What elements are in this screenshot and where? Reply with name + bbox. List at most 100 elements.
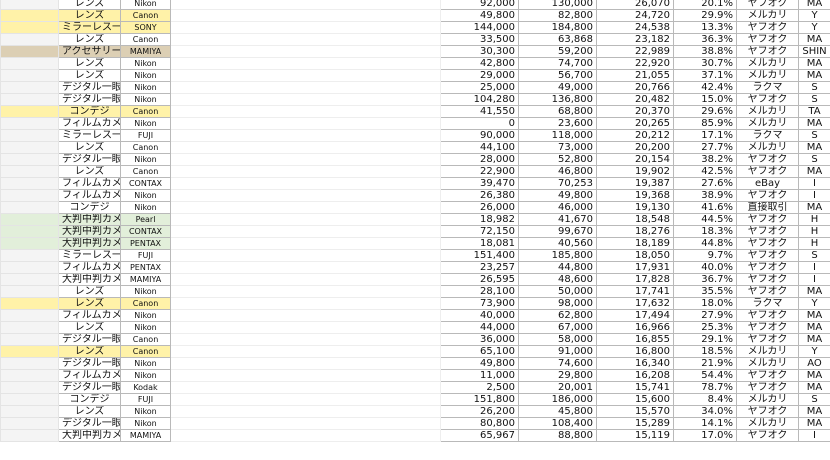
maker: CONTAX <box>120 225 171 238</box>
product-cell <box>170 201 441 214</box>
product-cell <box>170 309 441 322</box>
margin: 18.0% <box>673 297 737 310</box>
product-cell <box>170 417 441 430</box>
maker: Nikon <box>120 357 171 370</box>
category: デジタル一眼 <box>58 417 121 430</box>
product-cell <box>170 9 441 22</box>
staff: TA <box>798 105 830 118</box>
margin: 27.7% <box>673 141 737 154</box>
store-cell <box>0 9 59 22</box>
sheet-row: デジタル一眼 Nikon 28,000 52,800 20,154 38.2% ヤフオク S <box>0 153 830 166</box>
profit: 22,920 <box>596 57 674 70</box>
store-cell <box>0 213 59 226</box>
platform: ヤフオク <box>736 153 799 166</box>
product-cell <box>170 393 441 406</box>
profit: 17,494 <box>596 309 674 322</box>
maker: FUJI <box>120 249 171 262</box>
profit: 20,482 <box>596 93 674 106</box>
category: コンデジ <box>58 393 121 406</box>
sheet-body: レンズ Nikon 92,000 130,000 26,070 20.1% ヤフオク MA レン… <box>0 0 830 442</box>
category: レンズ <box>58 297 121 310</box>
staff: I <box>798 429 830 442</box>
margin: 37.1% <box>673 69 737 82</box>
staff: I <box>798 273 830 286</box>
sell-price: 136,800 <box>518 93 597 106</box>
buy-price: 80,800 <box>440 417 519 430</box>
profit: 17,828 <box>596 273 674 286</box>
buy-price: 92,000 <box>440 0 519 10</box>
product-cell <box>170 213 441 226</box>
store-cell <box>0 369 59 382</box>
buy-price: 40,000 <box>440 309 519 322</box>
product-cell <box>170 333 441 346</box>
buy-price: 26,595 <box>440 273 519 286</box>
profit: 18,189 <box>596 237 674 250</box>
sheet-row: デジタル一眼 Nikon 104,280 136,800 20,482 15.0% ヤフオク… <box>0 93 830 106</box>
buy-price: 144,000 <box>440 21 519 34</box>
platform: ラクマ <box>736 81 799 94</box>
product-cell <box>170 117 441 130</box>
store-cell <box>0 381 59 394</box>
store-cell <box>0 81 59 94</box>
product-cell <box>170 177 441 190</box>
store-cell <box>0 393 59 406</box>
store-cell <box>0 333 59 346</box>
staff: MA <box>798 0 830 10</box>
profit: 26,070 <box>596 0 674 10</box>
profit: 17,741 <box>596 285 674 298</box>
sheet-row: レンズ Nikon 92,000 130,000 26,070 20.1% ヤフオク MA <box>0 0 830 10</box>
maker: MAMIYA <box>120 273 171 286</box>
product-cell <box>170 21 441 34</box>
margin: 38.9% <box>673 189 737 202</box>
store-cell <box>0 201 59 214</box>
margin: 29.9% <box>673 9 737 22</box>
maker: Nikon <box>120 153 171 166</box>
staff: MA <box>798 405 830 418</box>
store-cell <box>0 153 59 166</box>
buy-price: 151,800 <box>440 393 519 406</box>
margin: 17.0% <box>673 429 737 442</box>
store-cell <box>0 129 59 142</box>
category: レンズ <box>58 141 121 154</box>
buy-price: 72,150 <box>440 225 519 238</box>
platform: ヤフオク <box>736 45 799 58</box>
category: 大判中判カメラ <box>58 225 121 238</box>
margin: 78.7% <box>673 381 737 394</box>
sheet-row: ミラーレス一眼SONY 144,000184,80024,53813.3%ヤフオク… <box>0 21 830 34</box>
store-cell <box>0 237 59 250</box>
buy-price: 29,000 <box>440 69 519 82</box>
staff: MA <box>798 381 830 394</box>
profit: 19,387 <box>596 177 674 190</box>
staff: AO <box>798 357 830 370</box>
category: ミラーレス一眼 <box>58 129 121 142</box>
margin: 25.3% <box>673 321 737 334</box>
sheet-row: レンズ Nikon 44,000 67,000 16,966 25.3% ヤフオク MA <box>0 321 830 334</box>
store-cell <box>0 177 59 190</box>
category: デジタル一眼 <box>58 333 121 346</box>
sell-price: 45,800 <box>518 405 597 418</box>
margin: 21.9% <box>673 357 737 370</box>
margin: 20.1% <box>673 0 737 10</box>
store-cell <box>0 117 59 130</box>
sell-price: 184,800 <box>518 21 597 34</box>
profit: 20,154 <box>596 153 674 166</box>
buy-price: 22,900 <box>440 165 519 178</box>
profit: 18,548 <box>596 213 674 226</box>
sheet-row: フィルムカメラCONTAX 39,47070,25319,38727.6%eBay… <box>0 177 830 190</box>
margin: 41.6% <box>673 201 737 214</box>
staff: I <box>798 177 830 190</box>
category: デジタル一眼 <box>58 93 121 106</box>
margin: 27.6% <box>673 177 737 190</box>
maker: Nikon <box>120 285 171 298</box>
staff: MA <box>798 285 830 298</box>
product-cell <box>170 225 441 238</box>
maker: Canon <box>120 105 171 118</box>
category: レンズ <box>58 321 121 334</box>
store-cell <box>0 0 59 10</box>
profit: 22,989 <box>596 45 674 58</box>
staff: Y <box>798 9 830 22</box>
profit: 17,931 <box>596 261 674 274</box>
maker: Canon <box>120 9 171 22</box>
category: レンズ <box>58 345 121 358</box>
